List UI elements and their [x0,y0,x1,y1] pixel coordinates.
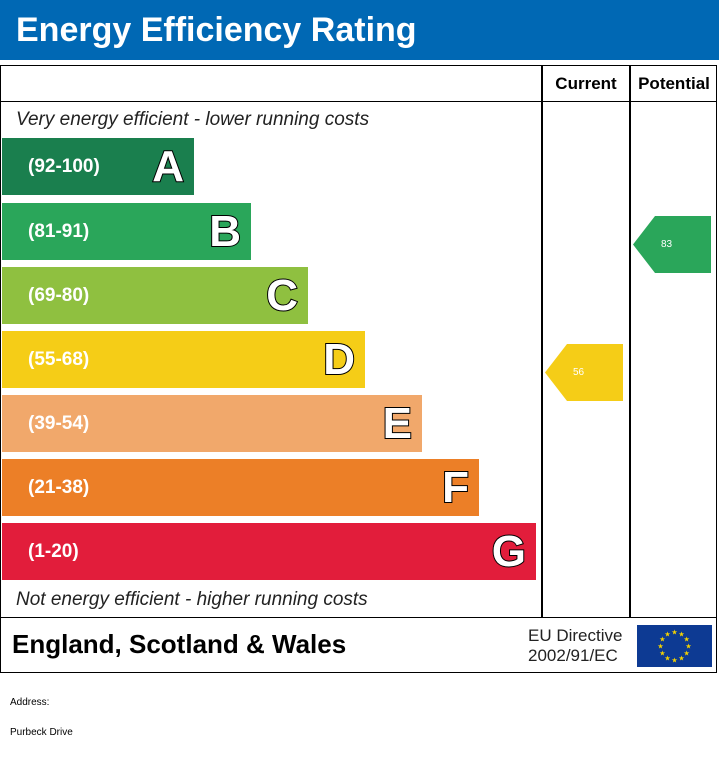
band-letter: F [441,462,470,513]
band-f: (21-38) F [2,459,479,516]
band-range-label: (39-54) [28,413,90,434]
rating-frame [0,65,717,673]
flag-star-icon: ★ [683,650,689,658]
flag-star-icon: ★ [664,655,670,663]
flag-star-icon: ★ [678,630,684,638]
band-letter: B [208,206,242,257]
header-bar: Energy Efficiency Rating [0,0,719,60]
band-range-label: (69-80) [28,285,90,306]
band-g: (1-20) G [2,523,536,580]
eu-directive-line2: 2002/91/EC [528,646,618,665]
flag-star-icon: ★ [664,630,670,638]
top-caption: Very energy efficient - lower running co… [16,109,370,130]
header-divider [1,101,717,102]
page-title: Energy Efficiency Rating [16,11,417,49]
flag-star-icon: ★ [685,643,691,651]
flag-star-icon: ★ [659,636,665,644]
flag-star-icon: ★ [683,636,689,644]
eu-flag-icon: ★ ★ ★ ★ ★ ★ ★ ★ ★ ★ ★ ★ [637,625,712,667]
flag-star-icon: ★ [657,643,663,651]
band-range-label: (55-68) [28,349,90,370]
band-c: (69-80) C [2,267,308,324]
potential-column-header: Potential [638,74,710,93]
band-letter: G [491,526,527,577]
current-rating-value: 56 [573,367,585,378]
footer-divider [1,617,717,618]
band-range-label: (21-38) [28,477,90,498]
address-label: Address: [10,697,50,708]
band-letter: D [322,334,356,385]
band-e: (39-54) E [2,395,422,452]
eu-directive: EU Directive 2002/91/EC [528,626,622,666]
potential-column-divider [629,66,631,618]
band-a: (92-100) A [2,138,194,195]
band-range-label: (1-20) [28,541,79,562]
current-column-header: Current [555,74,617,93]
address-value: Purbeck Drive [10,727,73,738]
band-range-label: (92-100) [28,156,100,177]
flag-star-icon: ★ [659,650,665,658]
flag-star-icon: ★ [671,657,677,665]
potential-rating-value: 83 [661,239,673,250]
flag-star-icon: ★ [678,655,684,663]
potential-rating-arrow: 83 [633,216,711,273]
band-letter: E [382,398,413,449]
bottom-caption: Not energy efficient - higher running co… [16,589,368,610]
eu-directive-line1: EU Directive [528,626,623,645]
flag-star-icon: ★ [671,629,677,637]
region-label: England, Scotland & Wales [12,629,347,659]
band-letter: C [265,270,299,321]
current-column-divider [541,66,543,618]
band-b: (81-91) B [2,203,251,260]
current-rating-arrow: 56 [545,344,623,401]
band-letter: A [151,141,185,192]
band-range-label: (81-91) [28,221,90,242]
band-d: (55-68) D [2,331,365,388]
